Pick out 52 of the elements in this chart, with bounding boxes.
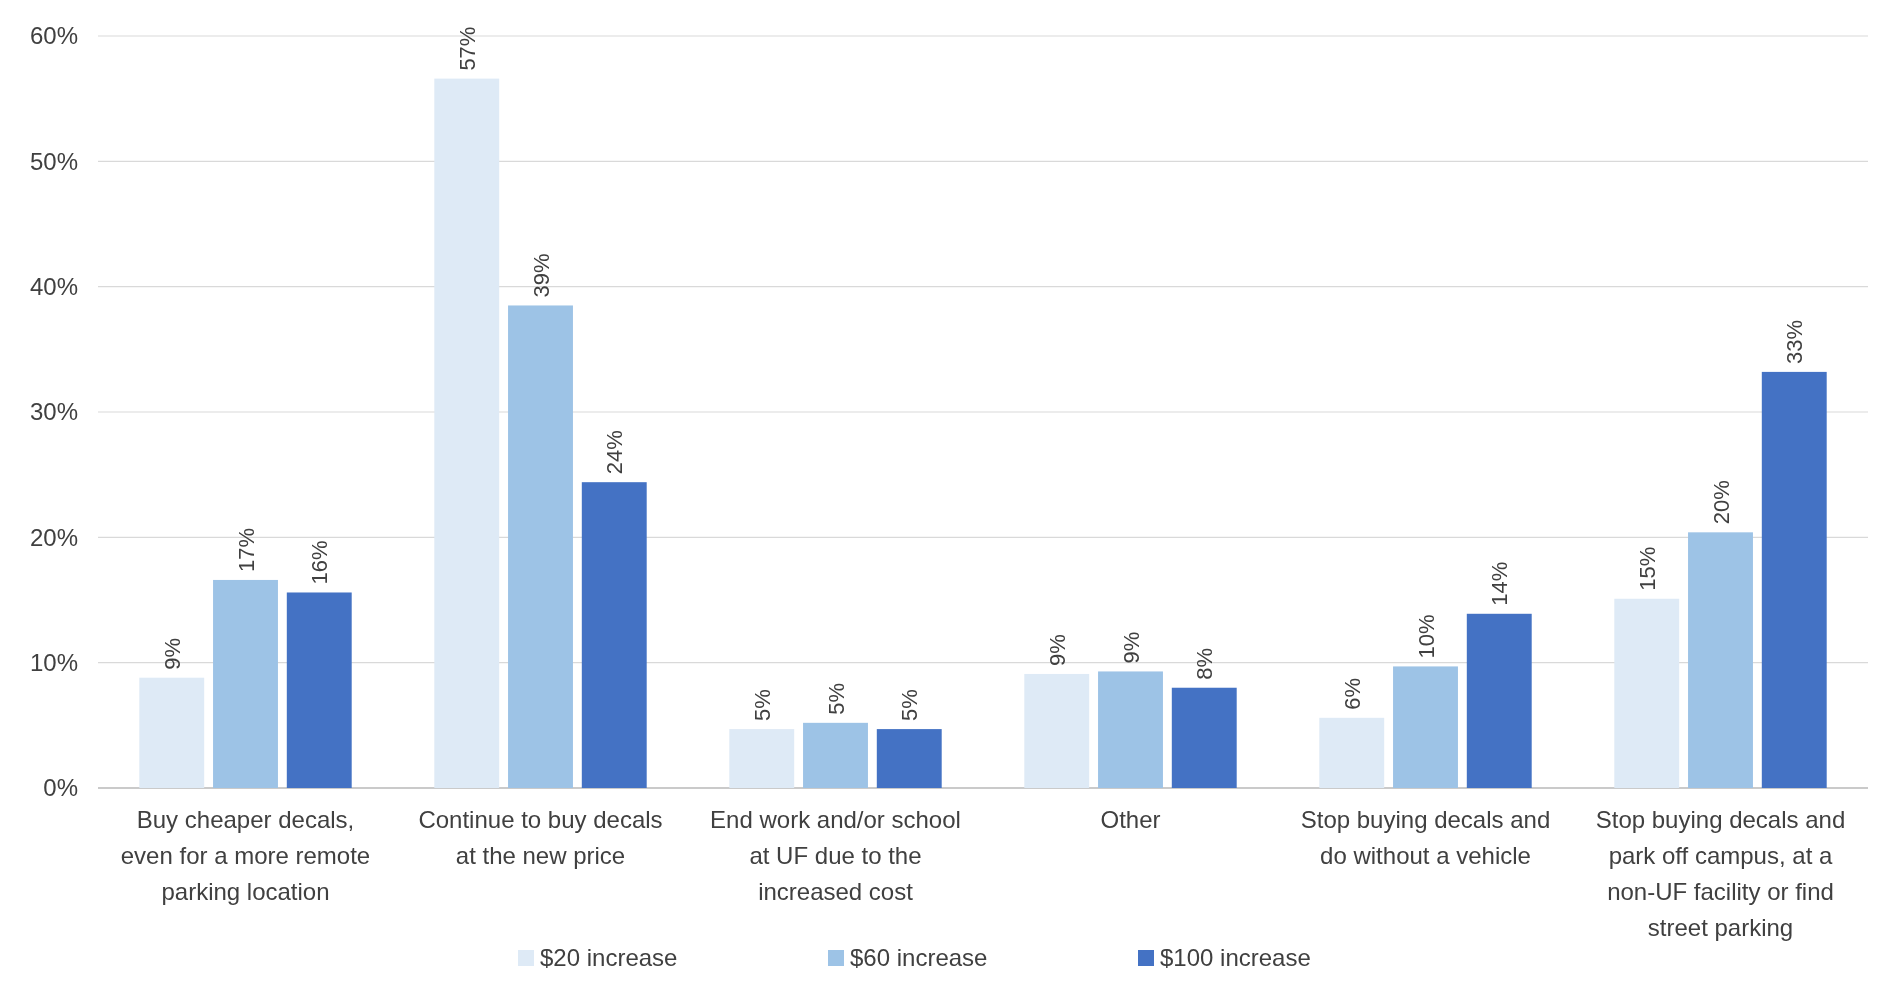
bar [876, 729, 942, 788]
bar [1171, 687, 1237, 788]
bar [508, 305, 573, 788]
bar [1098, 671, 1163, 788]
legend-label: $60 increase [850, 944, 988, 971]
data-label: 6% [1339, 678, 1365, 710]
data-label: 24% [602, 430, 628, 475]
x-tick-label: Continue to buy decals at the new price [418, 806, 663, 869]
bar [1319, 717, 1385, 788]
bar [1688, 532, 1753, 788]
bar [434, 78, 500, 788]
y-tick-label: 10% [29, 649, 78, 677]
bar [1761, 371, 1827, 788]
x-tick-label: Stop buying decals and do without a vehicle [1300, 806, 1551, 869]
data-label: 5% [897, 689, 923, 722]
bar [286, 592, 352, 788]
data-label: 14% [1487, 561, 1513, 606]
data-label: 16% [307, 540, 333, 585]
bar [581, 482, 647, 788]
y-tick-label: 60% [29, 22, 78, 50]
data-label: 10% [1413, 614, 1439, 659]
data-label: 9% [1118, 631, 1144, 664]
bar [729, 729, 795, 788]
data-label: 33% [1782, 319, 1808, 364]
data-label: 8% [1192, 647, 1218, 680]
legend-label: $20 increase [540, 944, 678, 971]
bar [1024, 673, 1090, 788]
data-label: 9% [159, 637, 185, 670]
legend-label: $100 increase [1160, 944, 1311, 971]
bar [213, 579, 278, 788]
bar [139, 677, 205, 788]
x-tick-label: Buy cheaper decals, even for a more remote parking location [120, 806, 371, 905]
data-label: 39% [528, 253, 554, 298]
data-label: 15% [1634, 546, 1660, 591]
data-label: 5% [823, 683, 849, 715]
data-label: 57% [454, 26, 480, 71]
bar [1466, 613, 1532, 788]
x-tick-label: Stop buying decals and park off campus, at a non-UF facility or find street parking [1595, 806, 1846, 941]
y-tick-label: 20% [29, 523, 78, 551]
y-tick-label: 50% [29, 147, 78, 175]
x-tick-label: Other [1100, 806, 1161, 833]
y-tick-label: 30% [29, 398, 78, 426]
bar [1614, 598, 1680, 788]
data-label: 17% [233, 527, 259, 572]
bar [1393, 666, 1458, 788]
bar [803, 722, 868, 788]
x-tick-label: End work and/or school at UF due to the increased cost [710, 806, 961, 905]
y-tick-label: 0% [43, 774, 78, 802]
y-tick-label: 40% [29, 273, 78, 301]
data-label: 9% [1044, 634, 1070, 666]
data-label: 5% [749, 689, 775, 722]
data-label: 20% [1708, 480, 1734, 525]
